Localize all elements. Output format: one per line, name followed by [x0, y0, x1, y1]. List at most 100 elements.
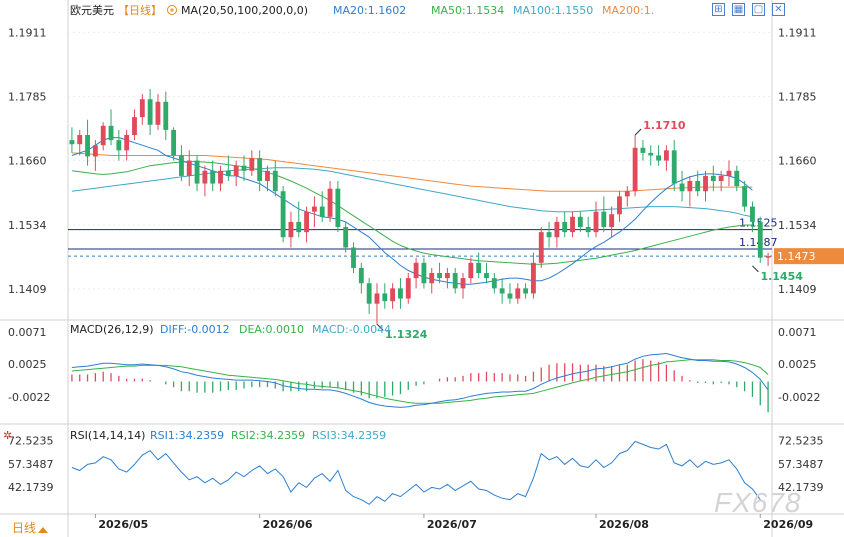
rsi-ytick-right: 72.5235 — [778, 435, 824, 448]
candle-body — [476, 262, 482, 274]
candle-body — [726, 170, 732, 176]
window-icon[interactable]: ▢ — [752, 3, 765, 16]
annotation-pointer — [752, 265, 759, 273]
price-ytick-right: 1.1534 — [778, 219, 817, 232]
candle-body — [499, 288, 505, 294]
candle-body — [257, 158, 263, 182]
candle-body — [178, 155, 184, 176]
ma-legend-ma20: MA20:1.1602 — [333, 4, 406, 17]
candle-body — [421, 262, 427, 284]
candle-body — [249, 158, 255, 171]
candle-body — [491, 278, 497, 289]
candle-body — [687, 181, 693, 192]
expand-icon[interactable]: ⊞ — [712, 3, 725, 16]
price-ytick-right: 1.1785 — [778, 91, 817, 104]
current-price-tag: 1.1473 — [777, 250, 816, 263]
candle-body — [69, 140, 75, 145]
candle-body — [210, 170, 216, 184]
candle-body — [405, 278, 411, 299]
candle-body — [601, 211, 607, 228]
candle-body — [390, 288, 396, 302]
candle-body — [468, 262, 474, 279]
price-ytick-left: 1.1534 — [8, 219, 47, 232]
candle-body — [77, 135, 83, 145]
candle-body — [218, 170, 223, 184]
symbol-title: 欧元美元 — [70, 4, 114, 17]
candle-body — [523, 288, 529, 294]
annotation-pointer — [634, 128, 642, 136]
period-selector[interactable]: 日线 — [12, 521, 37, 535]
candle-body — [671, 150, 677, 184]
candle-body — [617, 196, 622, 215]
candle-body — [147, 99, 153, 125]
macd-legend-item: DEA:0.0010 — [239, 323, 304, 336]
candle-body — [194, 160, 200, 184]
candle-body — [632, 147, 638, 192]
rsi-ytick-left: 57.3487 — [8, 458, 54, 471]
macd-ytick-right: 0.0071 — [778, 326, 817, 339]
time-axis-label: 2026/09 — [763, 518, 813, 531]
candle-body — [171, 129, 177, 156]
macd-title: MACD(26,12,9) — [70, 323, 154, 336]
price-ytick-left: 1.1409 — [8, 283, 47, 296]
candle-body — [272, 170, 278, 192]
rsi-line — [71, 440, 761, 505]
candle-body — [116, 140, 122, 151]
period-caret-icon[interactable] — [38, 527, 48, 533]
candle-body — [648, 152, 654, 156]
settings-icon[interactable]: ✲ — [3, 429, 13, 442]
candle-body — [757, 221, 763, 258]
candle-body — [624, 191, 630, 197]
time-axis-label: 2026/05 — [98, 518, 148, 531]
candle-body — [429, 273, 435, 284]
candle-body — [398, 288, 403, 299]
rsi-ytick-right: 42.1739 — [778, 481, 824, 494]
candle-body — [663, 150, 669, 161]
close-icon[interactable]: ✕ — [772, 3, 785, 16]
macd-ytick-left: 0.0025 — [8, 358, 47, 371]
candle-body — [656, 155, 662, 161]
candle-body — [437, 273, 442, 279]
macd-dea-line — [71, 359, 769, 404]
candle-body — [695, 181, 701, 192]
candle-body — [280, 191, 286, 238]
candle-body — [265, 170, 270, 182]
rsi-title: RSI(14,14,14) — [70, 429, 145, 442]
macd-ytick-left: 0.0071 — [8, 326, 47, 339]
rsi-legend-item: RSI3:34.2359 — [312, 429, 386, 442]
period-tag: 【日线】 — [118, 3, 162, 17]
candle-body — [311, 206, 317, 212]
candle-body — [413, 262, 419, 279]
candle-body — [750, 206, 755, 222]
grid-icon[interactable]: ▦ — [732, 3, 745, 16]
macd-ytick-left: -0.0022 — [8, 391, 50, 404]
candle-body — [718, 175, 724, 182]
candle-body — [484, 273, 489, 279]
time-axis-label: 2026/06 — [263, 518, 313, 531]
candle-body — [452, 273, 458, 289]
ma-legend-ma100: MA100:1.1550 — [513, 4, 593, 17]
time-axis-label: 2026/07 — [427, 518, 477, 531]
candle-body — [139, 99, 145, 118]
macd-legend-item: DIFF:-0.0012 — [160, 323, 230, 336]
watermark: FX678 — [714, 487, 802, 518]
candle-body — [570, 216, 575, 233]
candle-body — [296, 221, 302, 233]
rsi-ytick-left: 72.5235 — [8, 435, 54, 448]
candle-body — [100, 125, 106, 146]
candle-body — [374, 293, 380, 304]
candle-body — [742, 186, 748, 207]
ma20-line — [71, 137, 753, 285]
ma-title: MA(20,50,100,200,0,0) — [181, 4, 308, 17]
price-ytick-left: 1.1785 — [8, 91, 47, 104]
candle-body — [530, 262, 536, 294]
candle-body — [765, 256, 771, 258]
price-ytick-right: 1.1911 — [778, 26, 817, 39]
candle-body — [108, 125, 114, 141]
candle-body — [366, 283, 372, 304]
candle-body — [124, 135, 130, 151]
current-price-tag-bg — [774, 248, 844, 265]
candle-body — [186, 160, 192, 176]
candle-body — [327, 188, 333, 217]
annotation-low: 1.1324 — [385, 328, 428, 341]
